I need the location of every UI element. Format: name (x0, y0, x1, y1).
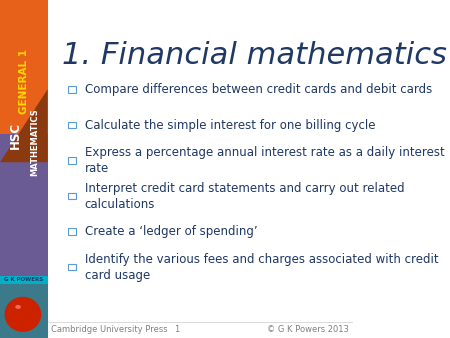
Text: 1. Financial mathematics: 1. Financial mathematics (62, 41, 446, 70)
Text: Identify the various fees and charges associated with credit
card usage: Identify the various fees and charges as… (85, 252, 438, 282)
Bar (68, 157, 76, 164)
Text: Compare differences between credit cards and debit cards: Compare differences between credit cards… (85, 83, 432, 96)
Text: © G K Powers 2013: © G K Powers 2013 (267, 325, 349, 334)
Polygon shape (0, 89, 48, 162)
Text: HSC: HSC (9, 122, 22, 149)
Bar (68, 193, 76, 199)
Ellipse shape (15, 305, 21, 309)
Circle shape (4, 297, 41, 332)
Text: Create a ‘ledger of spending’: Create a ‘ledger of spending’ (85, 225, 257, 238)
Bar (0, 276, 48, 284)
Text: MATHEMATICS: MATHEMATICS (30, 108, 39, 176)
Bar (68, 122, 76, 128)
Text: GENERAL 1: GENERAL 1 (19, 49, 29, 114)
Bar (0, 281, 48, 338)
Text: 1: 1 (174, 325, 179, 334)
Bar (0, 0, 48, 162)
Text: Calculate the simple interest for one billing cycle: Calculate the simple interest for one bi… (85, 119, 375, 131)
Text: Interpret credit card statements and carry out related
calculations: Interpret credit card statements and car… (85, 182, 404, 211)
Bar (68, 86, 76, 93)
Text: G K POWERS: G K POWERS (4, 277, 44, 282)
Bar (68, 264, 76, 270)
Bar (0, 134, 48, 281)
Bar (68, 228, 76, 235)
Text: Cambridge University Press: Cambridge University Press (51, 325, 168, 334)
Text: Express a percentage annual interest rate as a daily interest
rate: Express a percentage annual interest rat… (85, 146, 445, 175)
